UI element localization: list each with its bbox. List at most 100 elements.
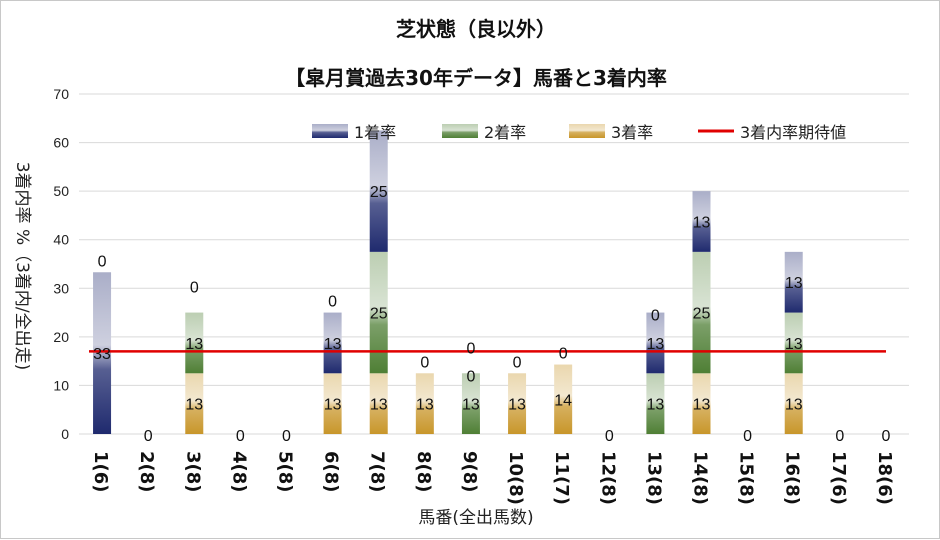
bar-16(8)-3着率 bbox=[784, 373, 803, 434]
data-label: 0 bbox=[881, 428, 890, 445]
data-label: 0 bbox=[328, 294, 337, 311]
bar-1(6)-1着率 bbox=[93, 272, 112, 434]
data-label: 0 bbox=[98, 253, 107, 270]
data-label: 13 bbox=[693, 215, 711, 232]
bar-11(7)-3着率 bbox=[554, 364, 573, 434]
y-tick-label: 40 bbox=[53, 232, 69, 248]
data-label: 0 bbox=[651, 308, 660, 325]
data-label: 13 bbox=[324, 397, 342, 414]
x-tick-label: 12(8) bbox=[597, 451, 618, 505]
data-label: 0 bbox=[282, 428, 291, 445]
bar-9(8)-2着率 bbox=[461, 373, 480, 434]
data-label: 33 bbox=[93, 346, 111, 363]
data-label: 14 bbox=[554, 392, 572, 409]
data-label: 13 bbox=[785, 397, 803, 414]
legend-label-expected: 3着内率期待値 bbox=[740, 123, 846, 142]
chart-subtitle: 【皐月賞過去30年データ】馬番と3着内率 bbox=[285, 66, 667, 90]
bar-6(8)-1着率 bbox=[323, 312, 342, 374]
data-label: 13 bbox=[370, 397, 388, 414]
y-tick-label: 70 bbox=[53, 86, 69, 102]
data-label: 0 bbox=[743, 428, 752, 445]
data-label: 0 bbox=[605, 428, 614, 445]
data-label: 25 bbox=[370, 306, 388, 323]
x-tick-label: 3(8) bbox=[182, 451, 203, 493]
legend: 1着率 2着率 3着率 3着内率期待値 bbox=[312, 123, 846, 142]
y-tick-label: 20 bbox=[53, 329, 69, 345]
bar-13(8)-1着率 bbox=[646, 312, 665, 374]
data-label: 13 bbox=[324, 336, 342, 353]
data-label: 13 bbox=[693, 397, 711, 414]
x-tick-label: 14(8) bbox=[690, 451, 711, 505]
legend-swatch-2nd bbox=[442, 124, 478, 138]
x-tick-label: 1(6) bbox=[90, 451, 111, 493]
x-tick-label: 6(8) bbox=[321, 451, 342, 493]
data-label: 0 bbox=[559, 346, 568, 363]
data-label: 13 bbox=[785, 336, 803, 353]
data-labels: 33 0 0 13 13 0 0 0 13 0 13 13 25 25 13 0 13 0 0 13 0 14 0 0 13 13… bbox=[93, 184, 890, 445]
data-label: 13 bbox=[462, 397, 480, 414]
y-tick-label: 10 bbox=[53, 377, 69, 393]
x-tick-label: 5(8) bbox=[275, 451, 296, 493]
bar-10(8)-3着率 bbox=[508, 373, 527, 434]
bar-13(8)-2着率 bbox=[646, 373, 665, 434]
x-tick-label: 4(8) bbox=[228, 451, 249, 493]
x-tick-label: 10(8) bbox=[505, 451, 526, 505]
legend-label-2nd: 2着率 bbox=[484, 123, 526, 142]
x-tick-label: 7(8) bbox=[367, 451, 388, 493]
x-axis-title: 馬番(全出馬数) bbox=[418, 508, 533, 528]
y-axis-title: 3着内率 %（3着内/全出走) bbox=[12, 162, 32, 371]
data-label: 0 bbox=[144, 428, 153, 445]
legend-label-1st: 1着率 bbox=[354, 123, 396, 142]
data-label: 25 bbox=[370, 184, 388, 201]
y-tick-label: 60 bbox=[53, 135, 69, 151]
data-label: 25 bbox=[693, 306, 711, 323]
bar-7(8)-3着率 bbox=[369, 373, 388, 434]
data-label: 13 bbox=[785, 275, 803, 292]
x-tick-label: 13(8) bbox=[643, 451, 664, 505]
x-tick-label: 18(6) bbox=[874, 451, 895, 505]
x-tick-labels: 1(6) 2(8) 3(8) 4(8) 5(8) 6(8) 7(8) 8(8) 9(8) 10(8… bbox=[90, 451, 895, 505]
chart-title: 芝状態（良以外） bbox=[396, 17, 556, 41]
x-tick-label: 16(8) bbox=[782, 451, 803, 505]
gridlines bbox=[79, 93, 909, 435]
bar-8(8)-3着率 bbox=[415, 373, 434, 434]
bar-7(8)-1着率 bbox=[369, 130, 388, 252]
x-tick-label: 2(8) bbox=[136, 451, 157, 493]
data-label: 0 bbox=[513, 354, 522, 371]
data-label: 0 bbox=[466, 340, 475, 357]
legend-swatch-1st bbox=[312, 124, 348, 138]
bar-3(8)-2着率 bbox=[185, 312, 204, 374]
data-label: 0 bbox=[190, 280, 199, 297]
data-label: 13 bbox=[646, 397, 664, 414]
data-label: 13 bbox=[646, 336, 664, 353]
data-label: 13 bbox=[185, 336, 203, 353]
x-tick-label: 9(8) bbox=[459, 451, 480, 493]
data-label: 0 bbox=[466, 368, 475, 385]
y-tick-label: 30 bbox=[53, 280, 69, 296]
y-tick-label: 0 bbox=[61, 426, 69, 442]
bar-14(8)-1着率 bbox=[692, 191, 711, 252]
data-label: 13 bbox=[508, 397, 526, 414]
data-label: 13 bbox=[416, 397, 434, 414]
legend-swatch-3rd bbox=[569, 124, 605, 138]
x-tick-label: 8(8) bbox=[413, 451, 434, 493]
data-label: 0 bbox=[835, 428, 844, 445]
bar-6(8)-3着率 bbox=[323, 373, 342, 434]
bar-7(8)-2着率 bbox=[369, 251, 388, 374]
bar-14(8)-2着率 bbox=[692, 251, 711, 374]
legend-label-3rd: 3着率 bbox=[611, 123, 653, 142]
y-tick-labels: 0 10 20 30 40 50 60 70 bbox=[53, 86, 69, 442]
data-label: 0 bbox=[420, 354, 429, 371]
x-tick-label: 15(8) bbox=[736, 451, 757, 505]
x-tick-label: 11(7) bbox=[551, 451, 572, 505]
bar-14(8)-3着率 bbox=[692, 373, 711, 434]
bar-3(8)-3着率 bbox=[185, 373, 204, 434]
bar-16(8)-1着率 bbox=[784, 251, 803, 313]
x-tick-label: 17(6) bbox=[828, 451, 849, 505]
data-label: 13 bbox=[185, 397, 203, 414]
bar-16(8)-2着率 bbox=[784, 312, 803, 374]
y-tick-label: 50 bbox=[53, 183, 69, 199]
bars bbox=[93, 130, 803, 434]
